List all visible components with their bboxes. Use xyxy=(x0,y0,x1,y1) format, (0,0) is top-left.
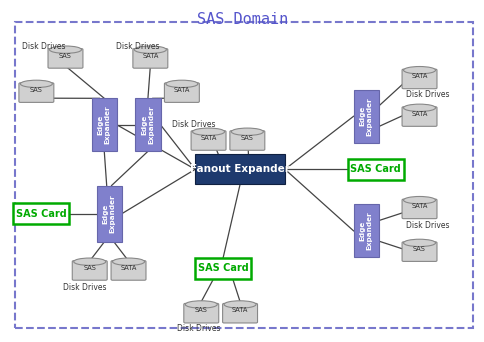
Text: SATA: SATA xyxy=(120,265,136,271)
Text: SAS: SAS xyxy=(241,135,253,141)
FancyBboxPatch shape xyxy=(183,303,218,323)
Text: SATA: SATA xyxy=(142,53,158,58)
Text: SAS: SAS xyxy=(83,265,96,271)
FancyBboxPatch shape xyxy=(111,261,146,280)
Text: Disk Drives: Disk Drives xyxy=(177,324,220,333)
Ellipse shape xyxy=(20,80,52,88)
FancyBboxPatch shape xyxy=(353,90,378,143)
Ellipse shape xyxy=(192,128,224,135)
Text: Edge
Expander: Edge Expander xyxy=(359,97,372,135)
FancyBboxPatch shape xyxy=(91,98,117,151)
FancyBboxPatch shape xyxy=(72,261,107,280)
Text: Edge
Expander: Edge Expander xyxy=(141,106,154,144)
Text: SATA: SATA xyxy=(410,111,427,117)
Ellipse shape xyxy=(224,301,256,308)
Text: Fanout Expander: Fanout Expander xyxy=(190,164,289,174)
Ellipse shape xyxy=(49,46,81,53)
FancyBboxPatch shape xyxy=(48,49,83,68)
Ellipse shape xyxy=(403,66,435,74)
FancyBboxPatch shape xyxy=(135,98,160,151)
Text: SAS: SAS xyxy=(59,53,72,58)
Text: SAS Card: SAS Card xyxy=(16,209,66,219)
Text: Edge
Expander: Edge Expander xyxy=(359,212,372,250)
Text: SAS Card: SAS Card xyxy=(197,263,248,274)
Text: SAS: SAS xyxy=(412,246,425,252)
Text: Disk Drives: Disk Drives xyxy=(406,221,449,230)
Text: SAS: SAS xyxy=(30,87,43,93)
FancyBboxPatch shape xyxy=(347,159,403,180)
FancyBboxPatch shape xyxy=(222,303,257,323)
FancyBboxPatch shape xyxy=(133,49,167,68)
FancyBboxPatch shape xyxy=(19,83,54,102)
FancyBboxPatch shape xyxy=(195,258,251,279)
Text: SATA: SATA xyxy=(410,73,427,79)
Text: Edge
Expander: Edge Expander xyxy=(103,195,115,233)
Text: SAS: SAS xyxy=(195,307,207,313)
Text: Disk Drives: Disk Drives xyxy=(172,120,215,129)
Text: Edge
Expander: Edge Expander xyxy=(98,106,110,144)
FancyBboxPatch shape xyxy=(401,107,436,126)
Text: SATA: SATA xyxy=(173,87,190,93)
Ellipse shape xyxy=(112,258,144,265)
FancyBboxPatch shape xyxy=(401,242,436,261)
FancyBboxPatch shape xyxy=(191,131,226,150)
Ellipse shape xyxy=(403,196,435,204)
Text: Disk Drives: Disk Drives xyxy=(116,42,160,51)
Ellipse shape xyxy=(185,301,217,308)
Ellipse shape xyxy=(166,80,197,88)
Ellipse shape xyxy=(134,46,166,53)
Text: Disk Drives: Disk Drives xyxy=(22,42,65,51)
Ellipse shape xyxy=(403,239,435,247)
Ellipse shape xyxy=(74,258,106,265)
FancyBboxPatch shape xyxy=(195,154,284,184)
FancyBboxPatch shape xyxy=(401,69,436,89)
FancyBboxPatch shape xyxy=(14,203,69,224)
Text: SAS Card: SAS Card xyxy=(350,164,400,174)
Ellipse shape xyxy=(231,128,263,135)
FancyBboxPatch shape xyxy=(353,205,378,258)
FancyBboxPatch shape xyxy=(164,83,199,102)
Text: SATA: SATA xyxy=(410,203,427,209)
Text: Disk Drives: Disk Drives xyxy=(406,90,449,98)
FancyBboxPatch shape xyxy=(229,131,264,150)
Text: Disk Drives: Disk Drives xyxy=(63,283,106,292)
Text: SATA: SATA xyxy=(231,307,248,313)
Ellipse shape xyxy=(403,104,435,111)
Text: SATA: SATA xyxy=(200,135,216,141)
Text: SAS Domain: SAS Domain xyxy=(197,12,287,27)
FancyBboxPatch shape xyxy=(401,199,436,219)
FancyBboxPatch shape xyxy=(96,185,121,242)
